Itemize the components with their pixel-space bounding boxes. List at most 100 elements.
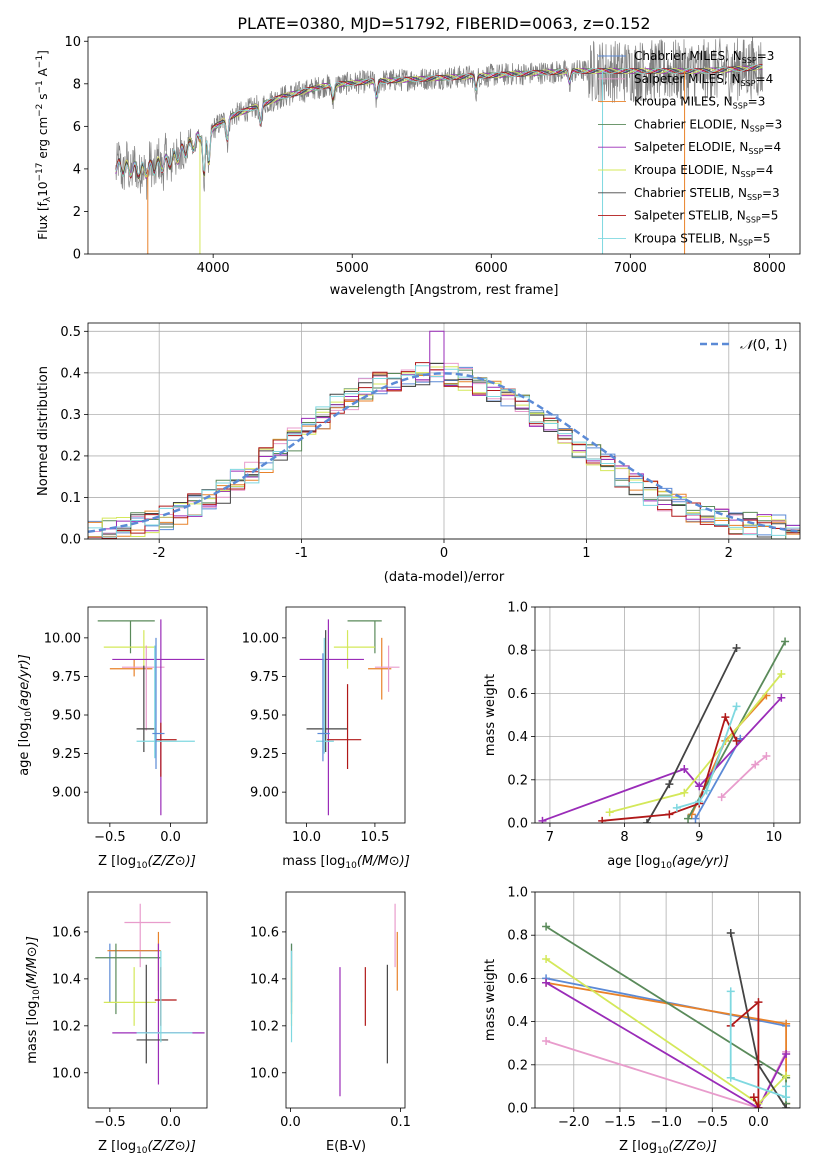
- y-tick-label: 0.8: [507, 929, 528, 944]
- axes-frame: [285, 891, 406, 1109]
- errorbar-marks: [95, 903, 205, 1085]
- mass-weight-marker: [749, 1093, 758, 1102]
- residual-x-label: (data-model)/error: [384, 570, 505, 585]
- y-tick-label: 0.2: [507, 773, 528, 788]
- mass-weight-marker: [754, 998, 763, 1007]
- mass-weight-vs-age-plot-area: 7 8 9 10 0.0 0.2 0.4 0.6 0.8 1.0: [507, 601, 801, 845]
- x-tick-label: 0.1: [390, 1115, 411, 1130]
- mass-vs-metallicity-panel: −0.5 0.010.010.210.410.6 Z [log10(Z/Z⊙)] …: [25, 891, 208, 1156]
- residual-plot-area: -2 -1 0 1 2 0.0 0.1 0.2 0.3 0.4 0.5: [60, 322, 801, 561]
- y-tick-label: 2: [73, 205, 81, 220]
- mass-weight-marker: [717, 793, 726, 802]
- mass-z-x-label: Z [log10(Z/Z⊙)]: [98, 1139, 196, 1156]
- mass-weight-marker: [542, 922, 551, 931]
- x-tick-label: −2.0: [558, 1115, 590, 1130]
- mass-weight-marker: [695, 797, 704, 806]
- y-tick-label: 10.0: [52, 1066, 81, 1081]
- mass-weight-marker: [665, 810, 674, 819]
- mass-weight-vs-age-panel: 7 8 9 10 0.0 0.2 0.4 0.6 0.8 1.0 age [log10(age/y…: [483, 601, 801, 871]
- x-tick-label: 10.5: [360, 830, 389, 845]
- y-tick-label: 4: [73, 162, 81, 177]
- y-tick-label: 0.0: [507, 817, 528, 832]
- mass-weight-marker: [542, 954, 551, 963]
- legend-label: Chabrier STELIB, NSSP=3: [634, 186, 780, 202]
- mw-age-y-label: mass weight: [483, 674, 498, 756]
- mass-weight-marker: [680, 788, 689, 797]
- mass-weight-marker: [732, 702, 741, 711]
- x-tick-label: -2: [153, 546, 166, 561]
- figure-title: PLATE=0380, MJD=51792, FIBERID=0063, z=0…: [237, 14, 650, 33]
- mass-weight-line: [676, 706, 738, 809]
- y-tick-label: 10.00: [44, 631, 81, 646]
- errorbar-marks: [97, 619, 205, 816]
- x-tick-label: −0.5: [94, 1115, 126, 1130]
- residual-legend: 𝒩(0, 1): [700, 338, 787, 353]
- y-tick-label: 0.4: [60, 366, 81, 381]
- mass-weight-marker: [751, 760, 760, 769]
- y-tick-label: 10.4: [250, 972, 279, 987]
- y-tick-label: 0.3: [60, 408, 81, 423]
- y-tick-label: 0.0: [60, 533, 81, 548]
- legend-label: Kroupa MILES, NSSP=3: [634, 95, 765, 111]
- mw-age-x-label: age [log10(age/yr)]: [607, 854, 729, 871]
- axes-frame: [87, 36, 801, 255]
- mass-weight-marker: [732, 736, 741, 745]
- legend-label: Salpeter MILES, NSSP=4: [634, 72, 773, 88]
- y-tick-label: 10.0: [250, 1066, 279, 1081]
- x-tick-label: 10: [766, 830, 783, 845]
- mass-weight-marker: [695, 782, 704, 791]
- mass-weight-marker: [642, 819, 651, 823]
- axes-frame: [87, 891, 208, 1109]
- y-tick-label: 0.6: [507, 687, 528, 702]
- x-tick-label: -1: [295, 546, 308, 561]
- mass-weight-line: [545, 981, 787, 1108]
- x-tick-label: 0.0: [160, 830, 181, 845]
- mass-weight-marker: [732, 644, 741, 653]
- y-tick-label: 0.4: [507, 730, 528, 745]
- axes-frame: [87, 322, 801, 540]
- legend-label: Chabrier ELODIE, NSSP=3: [634, 117, 782, 133]
- mass-weight-marker: [782, 1093, 791, 1102]
- mass-weight-marker: [542, 1037, 551, 1046]
- x-tick-label: −0.5: [696, 1115, 728, 1130]
- mass-y-label: mass [log10(M/M⊙)]: [25, 936, 42, 1064]
- x-tick-label: 9: [695, 830, 703, 845]
- mass-weight-marker: [726, 987, 735, 996]
- mass-weight-marker: [782, 1082, 791, 1091]
- mw-z-y-label: mass weight: [483, 959, 498, 1041]
- y-tick-label: 10.2: [250, 1019, 279, 1034]
- y-tick-label: 1.0: [507, 886, 528, 901]
- y-tick-label: 8: [73, 77, 81, 92]
- x-tick-label: 1: [582, 546, 590, 561]
- axes-frame: [87, 606, 208, 824]
- mass-weight-marks: [542, 922, 791, 1108]
- y-tick-label: 0.2: [507, 1058, 528, 1073]
- mass-weight-marker: [782, 1071, 791, 1080]
- age-vs-mass-panel: 10.0 10.5 9.00 9.25 9.50 9.75 10.00 mass [log1…: [242, 606, 410, 871]
- mass-weight-line: [730, 1000, 760, 1108]
- mass-weight-marker: [721, 713, 730, 722]
- mass-weight-marker: [762, 752, 771, 761]
- mass-weight-marker: [726, 929, 735, 938]
- mass-weight-marker: [665, 780, 674, 789]
- x-tick-label: 4000: [197, 261, 230, 276]
- y-tick-label: 10.6: [52, 925, 81, 940]
- residual-y-label: Normed distribution: [36, 366, 51, 496]
- age-z-x-label: Z [log10(Z/Z⊙)]: [98, 854, 196, 871]
- x-tick-label: 0.0: [160, 1115, 181, 1130]
- mass-weight-marker: [598, 816, 607, 823]
- spectrum-x-label: wavelength [Angstrom, rest frame]: [330, 283, 559, 298]
- x-tick-label: −1.0: [650, 1115, 682, 1130]
- y-tick-label: 10.6: [250, 925, 279, 940]
- mass-weight-marker: [542, 978, 551, 987]
- mass-weight-line: [729, 991, 787, 1099]
- mass-weight-marker: [782, 1104, 791, 1108]
- y-tick-label: 6: [73, 120, 81, 135]
- y-tick-label: 0.0: [507, 1102, 528, 1117]
- mass-vs-metallicity-plot-area: −0.5 0.0 10.0 10.2 10.4 10.6: [52, 891, 208, 1130]
- x-tick-label: 7: [546, 830, 554, 845]
- y-tick-label: 9.75: [250, 670, 279, 685]
- gaussian-curve: [88, 372, 800, 533]
- mass-weight-marker: [605, 808, 614, 817]
- mw-z-x-label: Z [log10(Z/Z⊙)]: [619, 1139, 717, 1156]
